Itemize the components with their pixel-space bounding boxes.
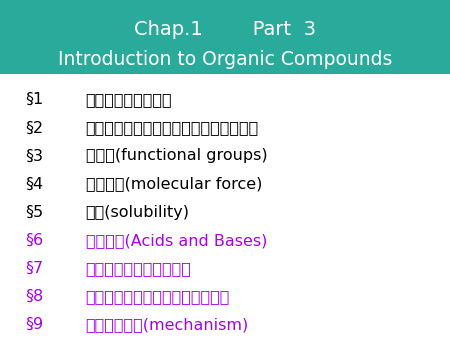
Text: アルキル基（有機化合物の部分構造名）: アルキル基（有機化合物の部分構造名） [86,120,259,135]
Text: §4: §4 [25,176,43,192]
Text: 酸と塩基(Acids and Bases): 酸と塩基(Acids and Bases) [86,233,267,248]
Text: §3: §3 [25,148,43,163]
Text: 官能基(functional groups): 官能基(functional groups) [86,148,267,163]
Text: 分子間力(molecular force): 分子間力(molecular force) [86,176,262,192]
Text: §6: §6 [25,233,43,248]
Text: §5: §5 [25,204,43,220]
FancyBboxPatch shape [0,0,450,74]
Text: 溶解(solubility): 溶解(solubility) [86,204,189,220]
Text: §9: §9 [25,317,43,332]
Text: §8: §8 [25,289,43,304]
Text: §1: §1 [25,92,43,107]
Text: Chap.1        Part  3: Chap.1 Part 3 [134,20,316,39]
Text: 有機反応機構(mechanism): 有機反応機構(mechanism) [86,317,249,332]
Text: 酸塩基性と構造との関係: 酸塩基性と構造との関係 [86,261,191,276]
Text: §7: §7 [25,261,43,276]
Text: Introduction to Organic Compounds: Introduction to Organic Compounds [58,50,392,69]
Text: 代表的な有機化合物: 代表的な有機化合物 [86,92,172,107]
Text: 酸塩基反応としての有機化学反応: 酸塩基反応としての有機化学反応 [86,289,230,304]
Text: §2: §2 [25,120,43,135]
